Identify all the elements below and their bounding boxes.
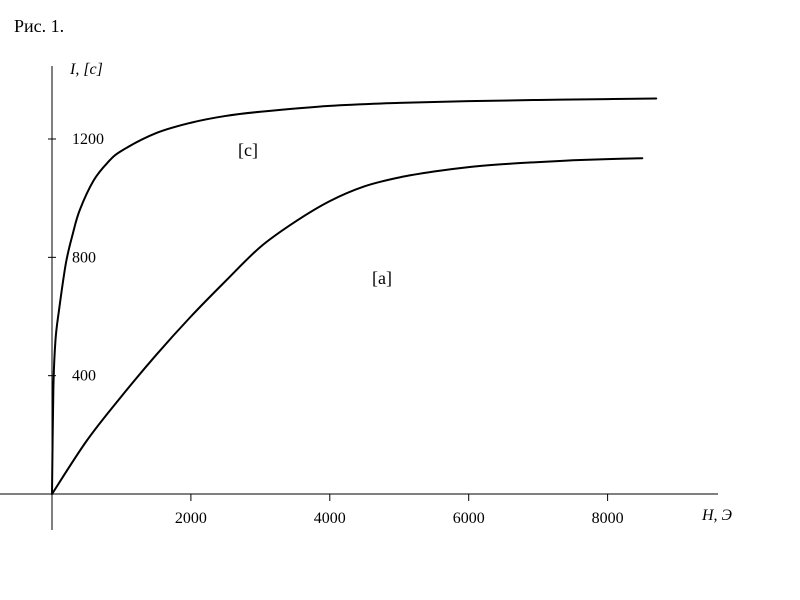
y-tick-label: 1200	[72, 131, 104, 148]
labels-layer: [c] [a]	[238, 140, 392, 288]
series-label: [a]	[372, 268, 392, 288]
series-label: [c]	[238, 140, 258, 160]
x-tick-label: 8000	[592, 510, 624, 527]
axes: 2000 4000 6000 8000 400 800 1200 I, [c] H, Э	[0, 61, 733, 530]
x-tick-label: 6000	[453, 510, 485, 527]
x-tick-label: 2000	[175, 510, 207, 527]
series-layer	[51, 97, 658, 495]
series-line-a	[51, 157, 644, 495]
x-tick-label: 4000	[314, 510, 346, 527]
x-axis-title: H, Э	[701, 507, 733, 524]
series-line-c	[51, 97, 658, 495]
y-tick-label: 800	[72, 249, 96, 266]
figure-caption: Рис. 1.	[14, 16, 65, 36]
y-axis-title: I, [c]	[69, 61, 103, 78]
y-tick-label: 400	[72, 368, 96, 385]
